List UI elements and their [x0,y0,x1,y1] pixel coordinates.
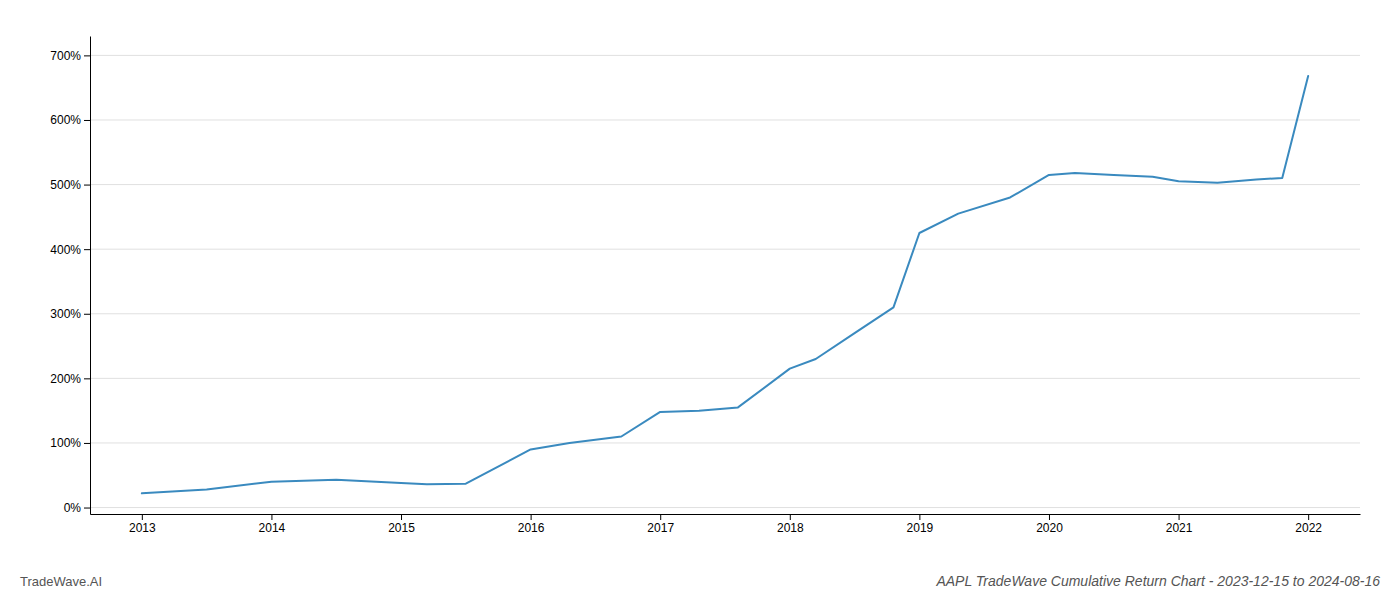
x-tick: 2018 [777,514,804,535]
x-axis-line [91,514,1361,515]
x-tick-label: 2014 [259,521,286,535]
x-tick-label: 2016 [518,521,545,535]
footer: TradeWave.AI [20,574,102,589]
x-tick-label: 2015 [388,521,415,535]
grid-line [90,119,1360,120]
y-tick: 700% [50,49,90,63]
x-tick: 2022 [1295,514,1322,535]
y-tick: 500% [50,178,90,192]
x-tick: 2013 [129,514,156,535]
y-tick: 200% [50,372,90,386]
x-tick: 2014 [259,514,286,535]
y-tick-label: 100% [50,436,81,450]
y-tick-label: 700% [50,49,81,63]
y-tick: 400% [50,243,90,257]
grid-line [90,507,1360,508]
y-tick-label: 400% [50,243,81,257]
y-tick-mark [84,378,90,379]
grid-line [90,249,1360,250]
x-axis: 2013 2014 2015 2016 2017 2018 2019 2020 2021 2022 [91,514,1361,535]
grid-line [90,442,1360,443]
x-tick-label: 2020 [1036,521,1063,535]
y-axis: 0% 100% 200% 300% 400% 500% 600% 700% [50,37,90,515]
y-tick: 300% [50,307,90,321]
y-tick: 100% [50,436,90,450]
y-tick-mark [84,249,90,250]
y-tick-mark [84,120,90,121]
y-tick-label: 500% [50,178,81,192]
grid-line [90,313,1360,314]
y-tick-mark [84,55,90,56]
x-tick-mark [1179,514,1180,520]
x-tick-mark [790,514,791,520]
x-tick-mark [142,514,143,520]
x-tick-mark [271,514,272,520]
chart: 2013 2014 2015 2016 2017 2018 2019 2020 2021 2022… [0,0,1400,600]
x-tick: 2021 [1166,514,1193,535]
x-tick: 2019 [907,514,934,535]
x-tick-mark [919,514,920,520]
plot-area: 2013 2014 2015 2016 2017 2018 2019 2020 2021 2022… [50,37,1360,535]
x-tick-label: 2021 [1166,521,1193,535]
x-tick-label: 2019 [907,521,934,535]
title: AAPL TradeWave Cumulative Return Chart -… [935,573,1380,589]
y-tick-label: 300% [50,307,81,321]
y-tick: 0% [64,501,90,515]
x-tick-mark [660,514,661,520]
grid-line [90,184,1360,185]
y-tick-mark [84,443,90,444]
x-tick-mark [1049,514,1050,520]
x-tick-label: 2018 [777,521,804,535]
x-tick: 2017 [647,514,674,535]
x-tick-label: 2013 [129,521,156,535]
series [142,76,1308,493]
y-axis-line [90,37,91,515]
y-tick-mark [84,508,90,509]
x-tick-label: 2022 [1295,521,1322,535]
x-tick: 2016 [518,514,545,535]
y-tick-label: 600% [50,113,81,127]
y-tick: 600% [50,113,90,127]
grid-line [90,378,1360,379]
x-tick: 2020 [1036,514,1063,535]
grid [90,55,1360,507]
x-tick-mark [1308,514,1309,520]
y-tick-mark [84,185,90,186]
y-tick-mark [84,314,90,315]
line [142,76,1308,493]
y-tick-label: 0% [64,501,82,515]
x-tick-mark [531,514,532,520]
grid-line [90,55,1360,56]
x-tick-label: 2017 [647,521,674,535]
x-tick-mark [401,514,402,520]
y-tick-label: 200% [50,372,81,386]
x-tick: 2015 [388,514,415,535]
